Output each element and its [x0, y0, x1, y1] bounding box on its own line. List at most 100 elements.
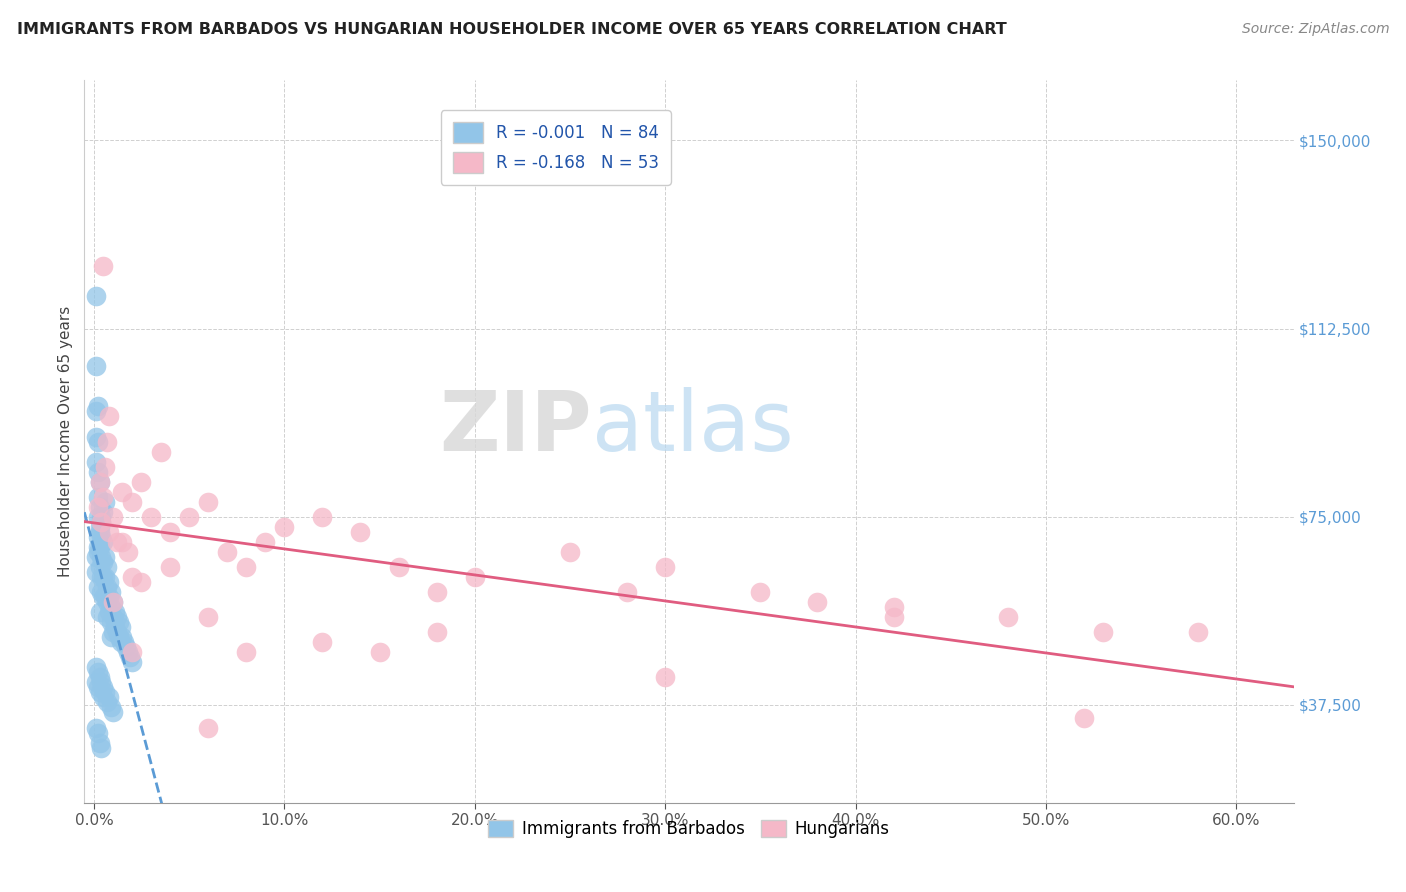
Point — [84, 454, 107, 468]
Point — [98, 605, 121, 619]
Point — [84, 721, 107, 735]
Point — [100, 600, 122, 615]
Point — [84, 675, 107, 690]
Point — [84, 429, 107, 443]
Point — [883, 600, 905, 615]
Point — [90, 740, 112, 755]
Point — [101, 595, 124, 609]
Point — [94, 549, 117, 564]
Point — [86, 509, 108, 524]
Point — [139, 509, 162, 524]
Point — [111, 534, 134, 549]
Point — [159, 524, 181, 539]
Point — [89, 475, 111, 489]
Point — [86, 500, 108, 514]
Point — [96, 610, 118, 624]
Point — [368, 645, 391, 659]
Point — [93, 681, 115, 695]
Point — [96, 595, 118, 609]
Point — [101, 509, 124, 524]
Point — [86, 580, 108, 594]
Point — [117, 645, 139, 659]
Point — [84, 289, 107, 303]
Point — [84, 404, 107, 418]
Point — [883, 610, 905, 624]
Point — [98, 524, 121, 539]
Point — [86, 490, 108, 504]
Point — [98, 409, 121, 424]
Point — [197, 721, 219, 735]
Point — [94, 494, 117, 508]
Point — [349, 524, 371, 539]
Point — [84, 660, 107, 674]
Point — [94, 459, 117, 474]
Point — [1073, 710, 1095, 724]
Point — [90, 530, 112, 544]
Point — [96, 560, 118, 574]
Point — [98, 690, 121, 705]
Legend: Immigrants from Barbados, Hungarians: Immigrants from Barbados, Hungarians — [482, 814, 896, 845]
Point — [197, 494, 219, 508]
Point — [90, 515, 112, 529]
Point — [86, 540, 108, 554]
Point — [101, 625, 124, 640]
Point — [93, 590, 115, 604]
Point — [86, 545, 108, 559]
Point — [107, 630, 129, 644]
Point — [121, 655, 143, 669]
Point — [89, 500, 111, 514]
Point — [94, 685, 117, 699]
Point — [100, 615, 122, 630]
Point — [90, 570, 112, 584]
Point — [89, 475, 111, 489]
Point — [89, 605, 111, 619]
Point — [100, 700, 122, 714]
Point — [426, 585, 449, 599]
Point — [159, 560, 181, 574]
Point — [86, 725, 108, 739]
Point — [94, 590, 117, 604]
Point — [90, 509, 112, 524]
Text: atlas: atlas — [592, 386, 794, 467]
Point — [997, 610, 1019, 624]
Point — [1187, 625, 1209, 640]
Point — [90, 549, 112, 564]
Point — [654, 560, 676, 574]
Point — [100, 585, 122, 599]
Point — [93, 505, 115, 519]
Point — [121, 570, 143, 584]
Point — [89, 560, 111, 574]
Point — [107, 615, 129, 630]
Point — [94, 570, 117, 584]
Point — [273, 520, 295, 534]
Point — [110, 635, 132, 649]
Point — [426, 625, 449, 640]
Y-axis label: Householder Income Over 65 years: Householder Income Over 65 years — [58, 306, 73, 577]
Point — [101, 610, 124, 624]
Point — [84, 359, 107, 374]
Point — [464, 570, 486, 584]
Point — [100, 630, 122, 644]
Point — [131, 475, 153, 489]
Point — [105, 625, 128, 640]
Point — [96, 696, 118, 710]
Point — [93, 259, 115, 273]
Text: Source: ZipAtlas.com: Source: ZipAtlas.com — [1241, 22, 1389, 37]
Point — [111, 630, 134, 644]
Point — [89, 524, 111, 539]
Point — [558, 545, 581, 559]
Point — [387, 560, 409, 574]
Point — [117, 545, 139, 559]
Point — [86, 434, 108, 449]
Point — [177, 509, 200, 524]
Point — [104, 620, 127, 634]
Point — [235, 560, 257, 574]
Point — [149, 444, 172, 458]
Text: ZIP: ZIP — [440, 386, 592, 467]
Point — [84, 549, 107, 564]
Point — [105, 534, 128, 549]
Point — [105, 610, 128, 624]
Point — [654, 670, 676, 684]
Point — [96, 434, 118, 449]
Point — [101, 706, 124, 720]
